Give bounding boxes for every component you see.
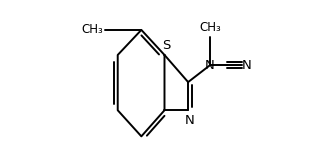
Text: CH₃: CH₃	[200, 21, 221, 34]
Text: S: S	[162, 39, 170, 52]
Text: CH₃: CH₃	[81, 23, 103, 36]
Text: N: N	[185, 114, 194, 127]
Text: N: N	[205, 59, 214, 72]
Text: N: N	[242, 59, 252, 72]
